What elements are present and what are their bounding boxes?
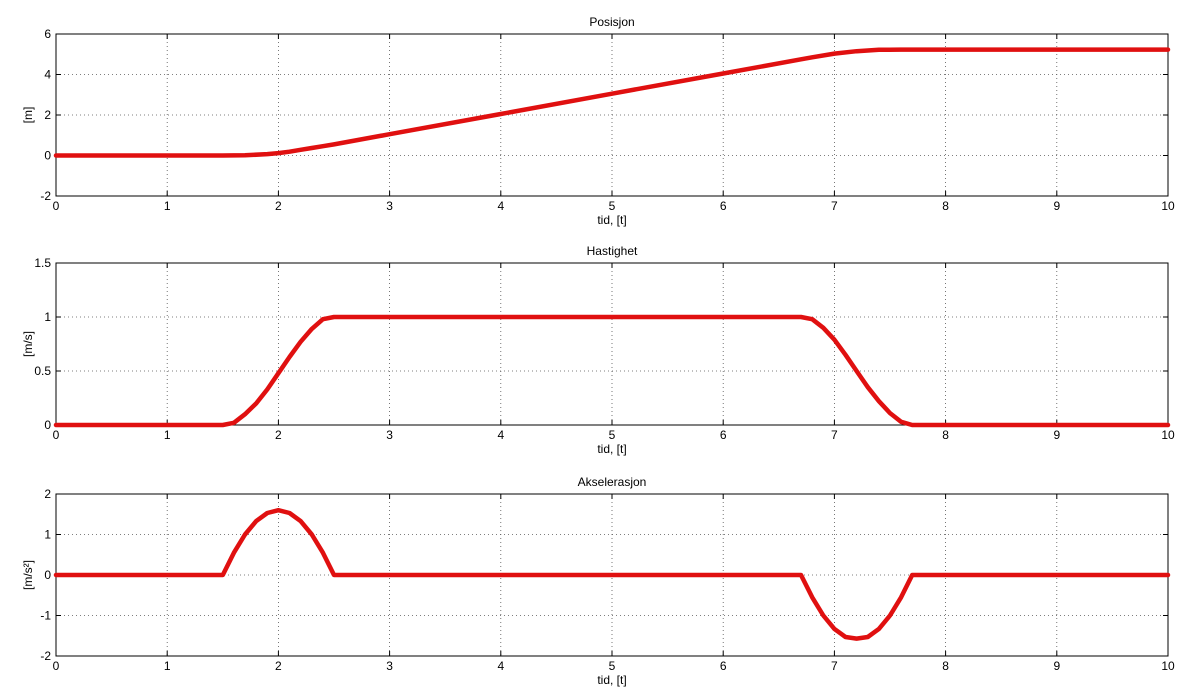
x-tick-label: 0 bbox=[53, 428, 60, 442]
y-tick-label: 2 bbox=[44, 487, 51, 501]
x-tick-label: 0 bbox=[53, 199, 60, 213]
y-tick-label: -1 bbox=[40, 609, 51, 623]
x-tick-label: 8 bbox=[942, 199, 949, 213]
series-line bbox=[53, 507, 1171, 641]
y-tick-label: 0.5 bbox=[34, 364, 51, 378]
y-tick-label: 1.5 bbox=[34, 256, 51, 270]
x-axis-label: tid, [t] bbox=[597, 213, 626, 227]
x-tick-label: 7 bbox=[831, 428, 838, 442]
x-tick-label: 5 bbox=[609, 428, 616, 442]
x-tick-label: 7 bbox=[831, 199, 838, 213]
y-tick-label: -2 bbox=[40, 189, 51, 203]
subplot-title: Hastighet bbox=[587, 244, 638, 258]
y-tick-label: 0 bbox=[44, 149, 51, 163]
x-tick-label: 10 bbox=[1161, 199, 1175, 213]
x-tick-label: 2 bbox=[275, 428, 282, 442]
subplot-3: 0 1 2 3 4 5 6 7 8 9 10 -2 -1 0 1 2 Akselerasjon tid, [t] [… bbox=[21, 475, 1175, 687]
x-tick-label: 3 bbox=[386, 199, 393, 213]
series-line bbox=[53, 47, 1171, 158]
x-tick-label: 9 bbox=[1053, 428, 1060, 442]
y-axis-label: [m] bbox=[21, 107, 35, 124]
y-axis-label: [m/s²] bbox=[21, 560, 35, 590]
subplot-title: Posisjon bbox=[589, 15, 634, 29]
x-tick-label: 10 bbox=[1161, 428, 1175, 442]
x-tick-label: 9 bbox=[1053, 199, 1060, 213]
x-tick-label: 6 bbox=[720, 428, 727, 442]
x-tick-label: 1 bbox=[164, 199, 171, 213]
x-axis-label: tid, [t] bbox=[597, 442, 626, 456]
series-line bbox=[53, 314, 1171, 428]
x-tick-label: 7 bbox=[831, 659, 838, 673]
x-tick-label: 0 bbox=[53, 659, 60, 673]
subplot-2: 0 1 2 3 4 5 6 7 8 9 10 0 0.5 1 1.5 Hastighet tid, [t] [m/… bbox=[21, 244, 1175, 456]
x-tick-label: 5 bbox=[609, 199, 616, 213]
x-tick-label: 5 bbox=[609, 659, 616, 673]
y-tick-label: 4 bbox=[44, 68, 51, 82]
x-tick-label: 10 bbox=[1161, 659, 1175, 673]
x-tick-label: 2 bbox=[275, 199, 282, 213]
x-tick-label: 6 bbox=[720, 659, 727, 673]
x-tick-label: 3 bbox=[386, 659, 393, 673]
y-tick-label: 0 bbox=[44, 418, 51, 432]
x-tick-label: 8 bbox=[942, 659, 949, 673]
x-tick-label: 1 bbox=[164, 428, 171, 442]
y-tick-label: -2 bbox=[40, 649, 51, 663]
x-tick-label: 2 bbox=[275, 659, 282, 673]
y-axis-label: [m/s] bbox=[21, 331, 35, 357]
x-tick-label: 1 bbox=[164, 659, 171, 673]
x-tick-label: 9 bbox=[1053, 659, 1060, 673]
subplot-title: Akselerasjon bbox=[578, 475, 647, 489]
x-tick-label: 4 bbox=[497, 199, 504, 213]
y-tick-label: 6 bbox=[44, 27, 51, 41]
y-tick-label: 0 bbox=[44, 568, 51, 582]
y-tick-label: 1 bbox=[44, 310, 51, 324]
x-tick-label: 4 bbox=[497, 428, 504, 442]
y-tick-label: 2 bbox=[44, 108, 51, 122]
x-tick-label: 8 bbox=[942, 428, 949, 442]
x-tick-label: 6 bbox=[720, 199, 727, 213]
x-tick-label: 4 bbox=[497, 659, 504, 673]
x-tick-label: 3 bbox=[386, 428, 393, 442]
x-axis-label: tid, [t] bbox=[597, 673, 626, 687]
y-tick-label: 1 bbox=[44, 528, 51, 542]
